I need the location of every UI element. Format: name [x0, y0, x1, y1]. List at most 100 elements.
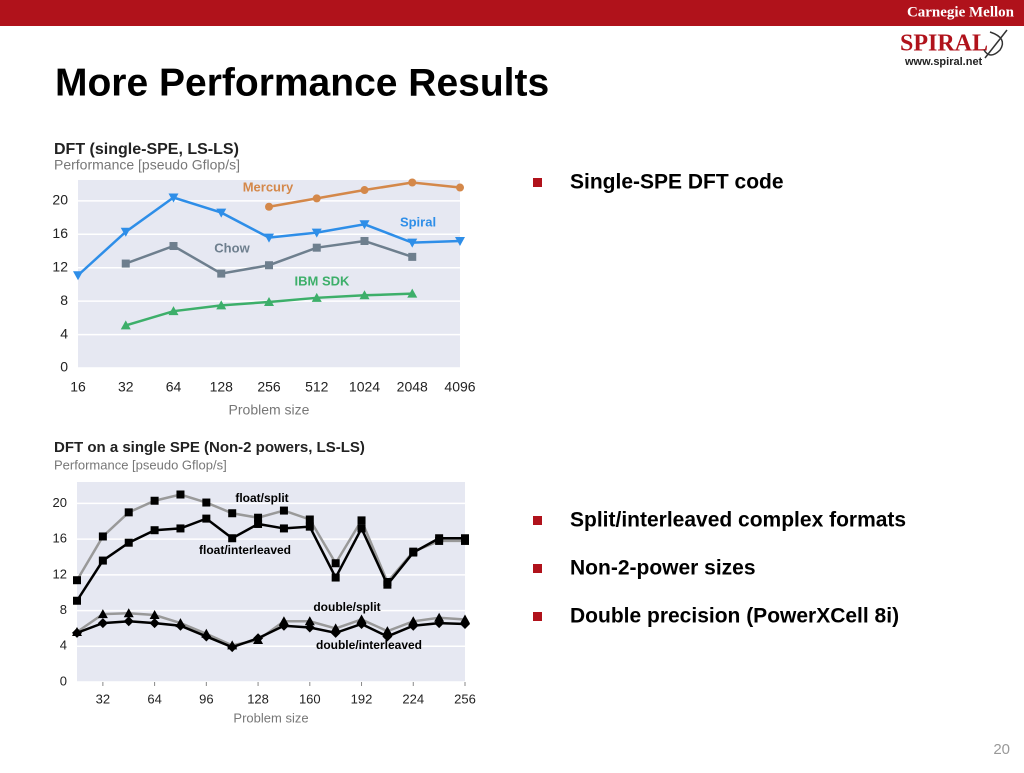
marker [408, 178, 417, 187]
x-tick-label: 4096 [444, 379, 475, 395]
marker [97, 609, 108, 619]
logo: SPIRAL [900, 31, 988, 57]
institution: Carnegie Mellon [907, 4, 1015, 20]
marker [98, 532, 107, 541]
series-label: float/interleaved [199, 543, 291, 557]
marker [304, 616, 315, 626]
series-label: Chow [214, 240, 250, 255]
y-tick-label: 12 [53, 566, 67, 581]
marker [330, 627, 341, 638]
y-tick-label: 16 [52, 225, 68, 241]
marker [264, 233, 274, 243]
x-tick-label: 64 [147, 691, 161, 706]
series-label: float/split [235, 491, 288, 505]
bullet: Non-2-power sizes [570, 557, 756, 580]
marker [357, 524, 366, 533]
bullet-marker [533, 612, 542, 621]
marker [121, 259, 130, 268]
marker [279, 524, 288, 533]
marker [73, 271, 83, 281]
marker [168, 306, 179, 316]
marker [176, 524, 185, 533]
marker [217, 269, 226, 278]
x-tick-label: 128 [210, 379, 234, 395]
marker [304, 622, 315, 633]
marker [149, 618, 160, 629]
marker [216, 208, 227, 218]
marker [123, 616, 134, 627]
marker [359, 290, 370, 300]
marker [201, 631, 212, 642]
marker [254, 519, 263, 528]
marker [265, 261, 273, 270]
series-label: Spiral [400, 214, 436, 229]
marker [228, 534, 237, 543]
y-tick-label: 20 [52, 192, 68, 208]
marker [176, 490, 185, 499]
x-tick-label: 32 [96, 691, 110, 706]
x-tick-label: 16 [70, 379, 86, 395]
bullet-marker [533, 564, 542, 573]
x-tick-label: 256 [454, 691, 476, 706]
marker [456, 183, 464, 192]
marker [359, 220, 370, 230]
marker [150, 496, 159, 505]
y-tick-label: 4 [60, 638, 67, 653]
marker [150, 526, 159, 535]
marker [265, 202, 273, 211]
marker [168, 193, 179, 203]
marker [72, 627, 82, 638]
logo-url: www.spiral.net [904, 56, 983, 68]
marker [124, 508, 133, 517]
marker [202, 498, 211, 507]
y-tick-label: 8 [60, 602, 67, 617]
marker [461, 534, 469, 543]
marker [264, 296, 274, 306]
marker [305, 522, 314, 531]
marker [311, 228, 322, 238]
y-tick-label: 4 [60, 325, 68, 341]
marker [123, 608, 134, 618]
x-tick-label: 32 [118, 379, 134, 395]
marker [312, 243, 321, 252]
marker [73, 576, 81, 585]
x-tick-label: 128 [247, 691, 269, 706]
y-tick-label: 0 [60, 673, 67, 688]
marker [409, 548, 418, 557]
series-line [76, 620, 466, 649]
marker [254, 513, 263, 522]
bullet: Single-SPE DFT code [570, 171, 784, 194]
marker [175, 620, 186, 631]
marker [360, 236, 369, 245]
bullet-marker [533, 178, 542, 187]
series-label: Mercury [243, 179, 294, 194]
marker [216, 300, 227, 310]
marker [408, 620, 419, 631]
x-tick-label: 1024 [349, 379, 380, 395]
marker [360, 186, 369, 195]
marker [357, 516, 366, 525]
marker [382, 626, 393, 636]
slide-title: More Performance Results [55, 61, 549, 104]
marker [124, 538, 133, 547]
y-tick-label: 8 [60, 292, 68, 308]
marker [434, 612, 445, 622]
series-label: double/split [313, 600, 380, 614]
marker [305, 515, 314, 524]
x-tick-label: 160 [299, 691, 321, 706]
y-tick-label: 16 [53, 531, 67, 546]
marker [227, 642, 238, 653]
page-number: 20 [993, 741, 1010, 758]
marker [98, 556, 107, 565]
marker [382, 631, 393, 642]
marker [202, 514, 211, 523]
chart-title: DFT (single-SPE, LS-LS) [54, 141, 239, 158]
y-tick-label: 20 [53, 495, 67, 510]
marker [149, 610, 160, 620]
logo-icon [983, 29, 1008, 59]
x-tick-label: 512 [305, 379, 329, 395]
marker [331, 559, 340, 568]
marker [73, 596, 81, 605]
x-tick-label: 224 [402, 691, 424, 706]
